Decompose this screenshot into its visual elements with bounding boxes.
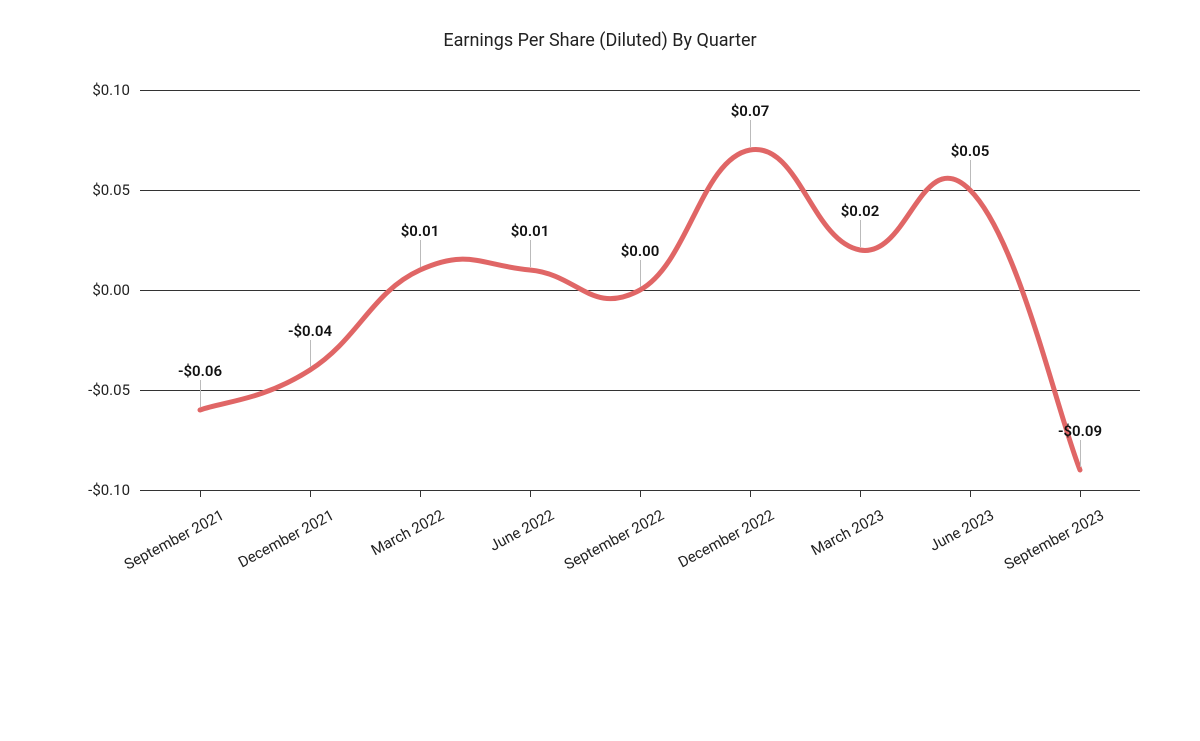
data-point-label: $0.01 bbox=[401, 222, 440, 240]
chart-title: Earnings Per Share (Diluted) By Quarter bbox=[0, 30, 1200, 51]
label-connector bbox=[860, 220, 861, 247]
label-connector bbox=[530, 240, 531, 267]
data-point-label: $0.00 bbox=[621, 242, 660, 260]
data-point-label: $0.05 bbox=[951, 142, 990, 160]
label-connector bbox=[750, 120, 751, 147]
data-point-label: -$0.09 bbox=[1058, 422, 1102, 440]
x-tick-label: March 2023 bbox=[800, 490, 887, 559]
y-tick-label: $0.10 bbox=[92, 81, 140, 99]
x-tick-label: September 2022 bbox=[553, 490, 667, 574]
data-point-label: $0.07 bbox=[731, 102, 770, 120]
data-point-label: $0.01 bbox=[511, 222, 550, 240]
plot-area: $0.10$0.05$0.00-$0.05-$0.10September 202… bbox=[140, 90, 1140, 490]
label-connector bbox=[1080, 440, 1081, 467]
x-tick-label: December 2022 bbox=[667, 490, 777, 571]
x-tick-label: December 2021 bbox=[227, 490, 337, 571]
line-layer bbox=[140, 90, 1140, 490]
label-connector bbox=[200, 380, 201, 407]
data-point-label: -$0.04 bbox=[288, 322, 332, 340]
y-tick-label: $0.05 bbox=[92, 181, 140, 199]
label-connector bbox=[420, 240, 421, 267]
data-point-label: $0.02 bbox=[841, 202, 880, 220]
eps-chart: Earnings Per Share (Diluted) By Quarter … bbox=[0, 0, 1200, 741]
y-tick-label: $0.00 bbox=[92, 281, 140, 299]
label-connector bbox=[640, 260, 641, 287]
x-tick-label: June 2023 bbox=[918, 490, 997, 555]
eps-line bbox=[200, 149, 1080, 470]
label-connector bbox=[310, 340, 311, 367]
x-tick-label: September 2023 bbox=[993, 490, 1107, 574]
y-tick-label: -$0.10 bbox=[88, 481, 140, 499]
y-tick-label: -$0.05 bbox=[88, 381, 140, 399]
label-connector bbox=[970, 160, 971, 187]
x-tick-label: June 2022 bbox=[478, 490, 557, 555]
data-point-label: -$0.06 bbox=[178, 362, 222, 380]
x-tick-label: March 2022 bbox=[360, 490, 447, 559]
x-tick-label: September 2021 bbox=[113, 490, 227, 574]
